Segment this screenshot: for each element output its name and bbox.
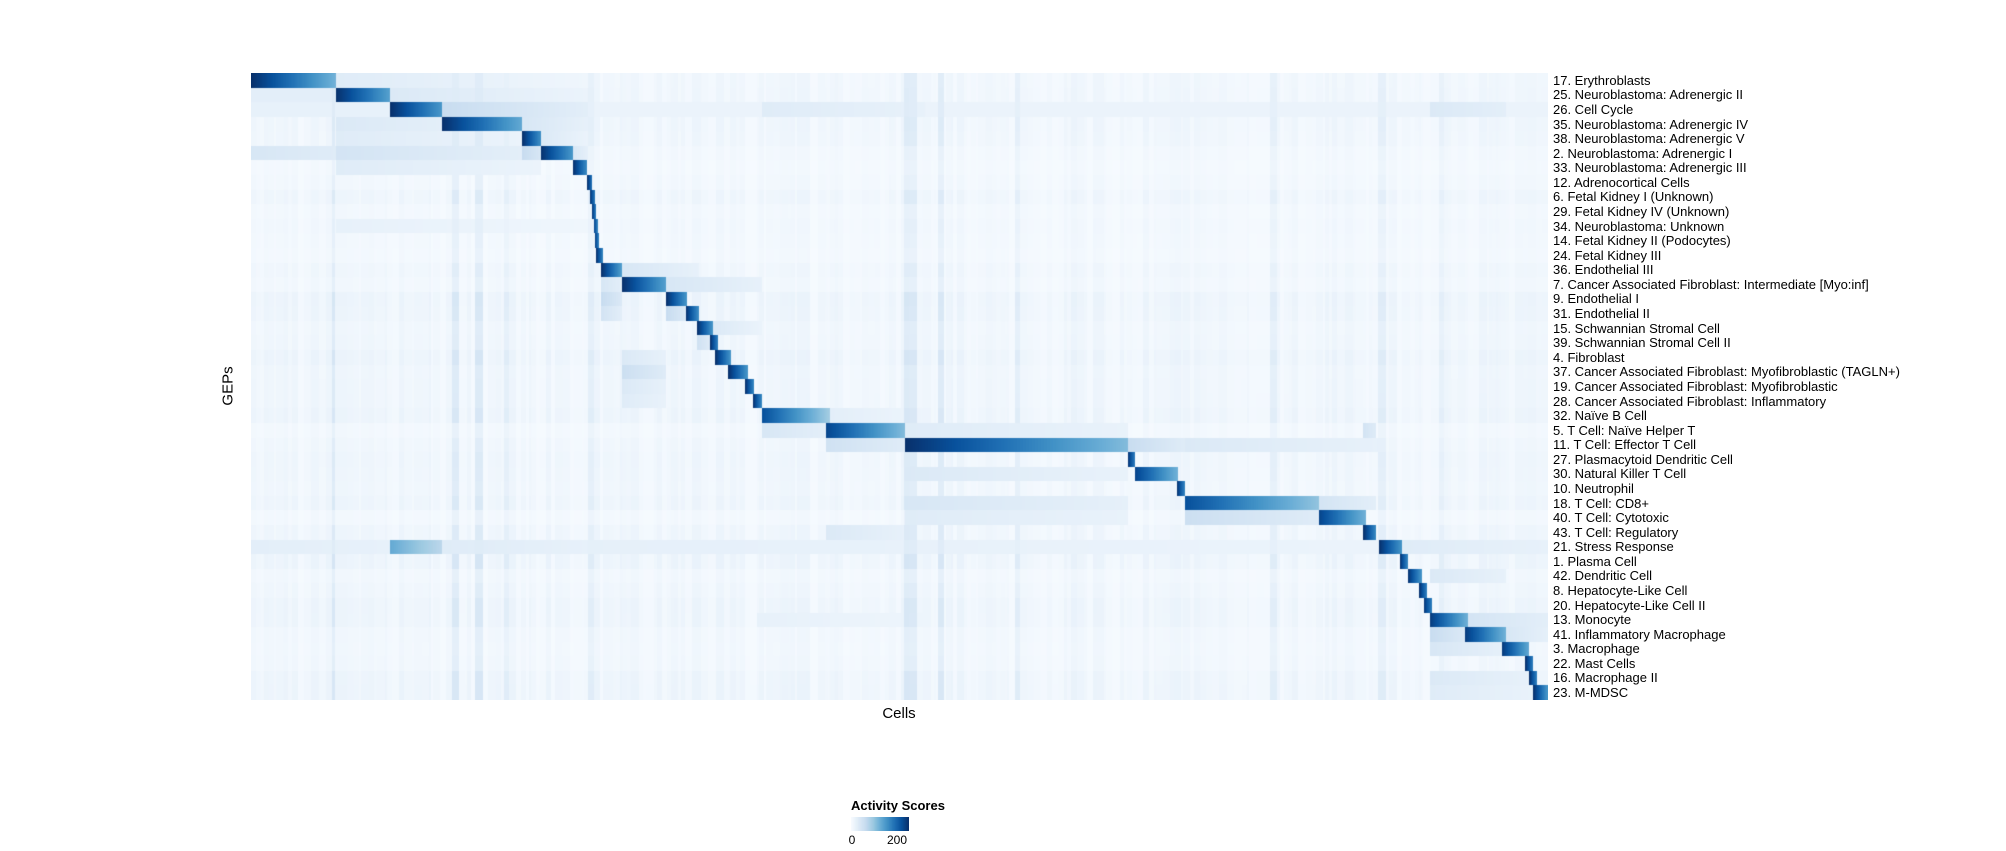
row-label: 26. Cell Cycle — [1553, 101, 1634, 117]
colorbar-tick-min: 0 — [848, 833, 856, 847]
row-label: 27. Plasmacytoid Dendritic Cell — [1553, 451, 1733, 467]
row-label: 7. Cancer Associated Fibroblast: Interme… — [1553, 276, 1869, 292]
row-label: 37. Cancer Associated Fibroblast: Myofib… — [1553, 364, 1900, 380]
row-label: 17. Erythroblasts — [1553, 72, 1651, 88]
row-label: 43. T Cell: Regulatory — [1553, 524, 1679, 540]
legend-title: Activity Scores — [851, 798, 945, 813]
row-label: 36. Endothelial III — [1553, 262, 1654, 278]
row-label: 8. Hepatocyte-Like Cell — [1553, 583, 1688, 599]
y-axis-label: GEPs — [219, 366, 237, 406]
colorbar-ticks: 0 200 — [848, 831, 909, 847]
row-label: 9. Endothelial I — [1553, 291, 1640, 307]
x-axis-label: Cells — [882, 705, 916, 722]
row-label: 13. Monocyte — [1553, 612, 1632, 628]
row-label: 6. Fetal Kidney I (Unknown) — [1553, 189, 1714, 205]
row-label: 31. Endothelial II — [1553, 306, 1650, 322]
colorbar-gradient — [851, 817, 909, 831]
row-label: 32. Naïve B Cell — [1553, 408, 1647, 424]
row-label: 5. T Cell: Naïve Helper T — [1553, 422, 1696, 438]
row-label: 29. Fetal Kidney IV (Unknown) — [1553, 203, 1730, 219]
row-label: 1. Plasma Cell — [1553, 553, 1637, 569]
row-label: 39. Schwannian Stromal Cell II — [1553, 335, 1731, 351]
row-label: 20. Hepatocyte-Like Cell II — [1553, 597, 1706, 613]
row-label: 21. Stress Response — [1553, 539, 1674, 555]
row-label: 10. Neutrophil — [1553, 480, 1634, 496]
row-label: 11. T Cell: Effector T Cell — [1553, 437, 1697, 453]
row-label: 30. Natural Killer T Cell — [1553, 466, 1687, 482]
heatmap-plot — [251, 73, 1548, 700]
row-label: 22. Mast Cells — [1553, 655, 1636, 671]
row-label: 2. Neuroblastoma: Adrenergic I — [1553, 145, 1733, 161]
row-label: 25. Neuroblastoma: Adrenergic II — [1553, 87, 1744, 103]
row-label: 14. Fetal Kidney II (Podocytes) — [1553, 233, 1731, 249]
colorbar-legend: Activity Scores 0 200 — [848, 798, 971, 847]
row-label: 4. Fibroblast — [1553, 349, 1625, 365]
row-label: 40. T Cell: Cytotoxic — [1553, 510, 1669, 526]
colorbar-tick-max: 200 — [886, 833, 908, 847]
row-label: 23. M-MDSC — [1553, 685, 1629, 701]
row-label: 35. Neuroblastoma: Adrenergic IV — [1553, 116, 1749, 132]
row-label: 16. Macrophage II — [1553, 670, 1658, 686]
row-label: 19. Cancer Associated Fibroblast: Myofib… — [1553, 378, 1838, 394]
colorbar: 0 200 — [848, 817, 909, 847]
row-label: 28. Cancer Associated Fibroblast: Inflam… — [1553, 393, 1827, 409]
row-label: 41. Inflammatory Macrophage — [1553, 626, 1726, 642]
row-label: 15. Schwannian Stromal Cell — [1553, 320, 1720, 336]
row-label: 42. Dendritic Cell — [1553, 568, 1652, 584]
row-label: 24. Fetal Kidney III — [1553, 247, 1662, 263]
row-label: 38. Neuroblastoma: Adrenergic V — [1553, 131, 1745, 147]
gep-row-labels: 17. Erythroblasts 25. Neuroblastoma: Adre… — [1553, 73, 1993, 700]
row-label: 12. Adrenocortical Cells — [1553, 174, 1690, 190]
row-label: 34. Neuroblastoma: Unknown — [1553, 218, 1725, 234]
row-label: 3. Macrophage — [1553, 641, 1640, 657]
row-label: 33. Neuroblastoma: Adrenergic III — [1553, 160, 1747, 176]
row-label: 18. T Cell: CD8+ — [1553, 495, 1649, 511]
